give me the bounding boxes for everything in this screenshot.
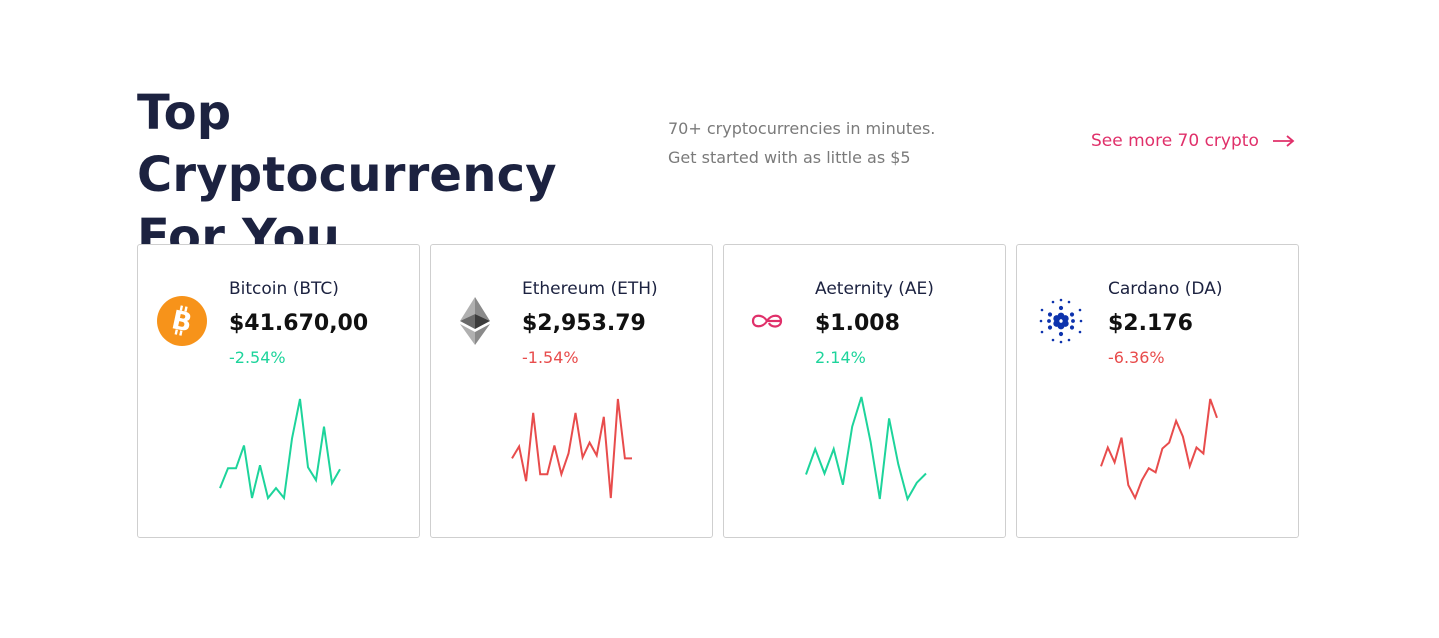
sparkline-series [805, 396, 927, 502]
see-more-label: See more 70 crypto [1091, 131, 1259, 151]
price-sparkline [1100, 398, 1218, 501]
coin-change: -6.36% [1108, 348, 1165, 367]
subtitle-line-1: 70+ cryptocurrencies in minutes. [668, 119, 936, 138]
cardano-icon [1035, 295, 1087, 347]
coin-name: Cardano (DA) [1108, 279, 1223, 299]
ethereum-icon [449, 295, 501, 347]
price-sparkline [511, 398, 632, 499]
coin-change: -1.54% [522, 348, 579, 367]
see-more-crypto-link[interactable]: See more 70 crypto [1091, 131, 1295, 151]
subtitle-line-2: Get started with as little as $5 [668, 148, 911, 167]
title-line-1: Top Cryptocurrency [137, 85, 557, 203]
coin-name: Aeternity (AE) [815, 279, 934, 299]
bitcoin-icon: B [156, 295, 208, 347]
coin-name: Bitcoin (BTC) [229, 279, 339, 299]
coin-change: 2.14% [815, 348, 866, 367]
page-title: Top Cryptocurrency For You [137, 82, 637, 268]
crypto-card-bitcoin[interactable]: B Bitcoin (BTC) $41.670,00 -2.54% [137, 244, 420, 538]
crypto-card-aeternity[interactable]: Aeternity (AE) $1.008 2.14% [723, 244, 1006, 538]
sparkline-series [1100, 398, 1218, 501]
page-subtitle: 70+ cryptocurrencies in minutes. Get sta… [668, 114, 935, 172]
coin-price: $2,953.79 [522, 311, 646, 336]
coin-price: $1.008 [815, 311, 900, 336]
coin-change: -2.54% [229, 348, 286, 367]
crypto-card-ethereum[interactable]: Ethereum (ETH) $2,953.79 -1.54% [430, 244, 713, 538]
arrow-right-icon [1272, 135, 1295, 147]
aeternity-icon [742, 295, 794, 347]
price-sparkline [805, 396, 927, 502]
coin-price: $41.670,00 [229, 311, 369, 336]
sparkline-series [219, 398, 341, 501]
sparkline-series [511, 398, 632, 499]
coin-price: $2.176 [1108, 311, 1193, 336]
crypto-card-cardano[interactable]: Cardano (DA) $2.176 -6.36% [1016, 244, 1299, 538]
price-sparkline [219, 398, 341, 501]
coin-name: Ethereum (ETH) [522, 279, 658, 299]
